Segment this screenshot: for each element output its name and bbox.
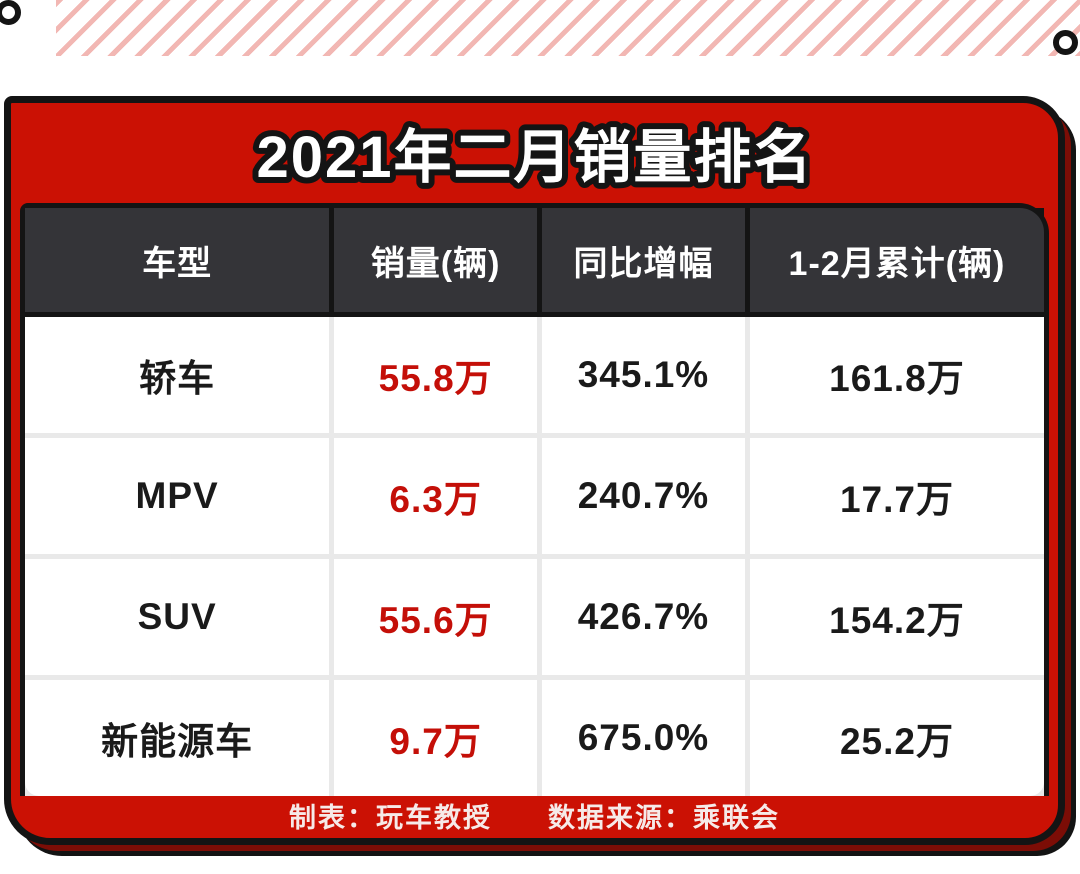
binder-ring-left-icon <box>0 0 21 25</box>
table-cell-sales: 6.3万 <box>334 438 538 554</box>
table-body: 轿车 55.8万 345.1% 161.8万 MPV 6.3万 240.7% 1… <box>25 317 1044 796</box>
footer-made-by: 制表：玩车教授 <box>289 803 492 833</box>
header-cell-yoy: 同比增幅 <box>542 208 745 312</box>
table-cell-cumulative: 17.7万 <box>749 438 1044 554</box>
table-cell-model: MPV <box>25 438 330 554</box>
table-cell-yoy: 675.0% <box>542 680 745 796</box>
table-cell-model: 新能源车 <box>25 680 330 796</box>
header-cell-cumulative: 1-2月累计(辆) <box>749 208 1044 312</box>
header-cell-sales: 销量(辆) <box>334 208 538 312</box>
table-cell-model: 轿车 <box>25 317 330 433</box>
table-cell-yoy: 426.7% <box>542 559 745 675</box>
card-footer: 制表：玩车教授 数据来源：乘联会 <box>11 796 1058 848</box>
table-cell-model: SUV <box>25 559 330 675</box>
binder-ring-right-icon <box>1053 30 1078 55</box>
table-cell-yoy: 240.7% <box>542 438 745 554</box>
hatch-decoration <box>56 0 1080 56</box>
table-header-row: 车型 销量(辆) 同比增幅 1-2月累计(辆) <box>25 208 1044 312</box>
table-cell-sales: 55.6万 <box>334 559 538 675</box>
footer-data-source: 数据来源：乘联会 <box>548 803 780 833</box>
sales-table: 车型 销量(辆) 同比增幅 1-2月累计(辆) 轿车 55.8万 345.1% … <box>20 203 1049 796</box>
table-cell-yoy: 345.1% <box>542 317 745 433</box>
table-cell-cumulative: 154.2万 <box>749 559 1044 675</box>
table-cell-sales: 55.8万 <box>334 317 538 433</box>
title-row: 2021年二月销量排名 <box>11 107 1058 203</box>
header-cell-model: 车型 <box>25 208 330 312</box>
page-title: 2021年二月销量排名 <box>256 125 813 190</box>
sales-ranking-card: 2021年二月销量排名 车型 销量(辆) 同比增幅 1-2月累计(辆) 轿车 5… <box>4 96 1065 845</box>
table-cell-sales: 9.7万 <box>334 680 538 796</box>
table-cell-cumulative: 25.2万 <box>749 680 1044 796</box>
title-graphic: 2021年二月销量排名 <box>250 119 817 196</box>
table-cell-cumulative: 161.8万 <box>749 317 1044 433</box>
